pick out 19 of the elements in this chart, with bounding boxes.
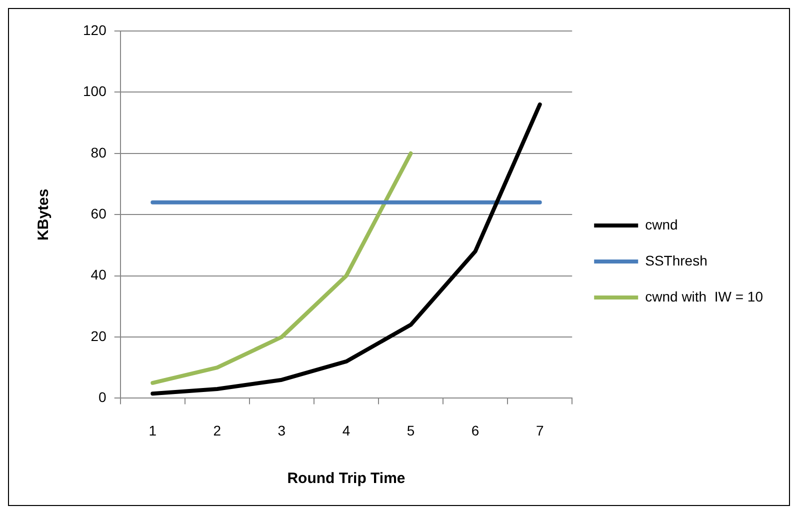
y-tick-label: 100 [83, 83, 107, 100]
legend-label: cwnd [645, 216, 678, 232]
x-tick-label: 6 [471, 422, 480, 438]
x-tick-label: 7 [536, 422, 544, 438]
legend-label: cwnd with IW = 10 [645, 288, 764, 304]
y-tick-label: 40 [90, 266, 107, 283]
legend-label: SSThresh [645, 252, 708, 268]
y-tick-label: 60 [90, 205, 107, 222]
x-tick-label: 1 [148, 422, 157, 438]
x-axis-title: Round Trip Time [287, 470, 406, 488]
x-tick-label: 3 [278, 422, 286, 438]
y-tick-label: 0 [98, 389, 107, 406]
x-tick-label: 4 [342, 422, 350, 438]
y-tick-label: 20 [90, 328, 107, 344]
y-tick-label: 80 [90, 144, 107, 160]
x-tick-label: 5 [406, 422, 415, 438]
x-tick-label: 2 [213, 422, 222, 438]
y-tick-label: 120 [83, 22, 107, 38]
y-axis-title: KBytes [35, 188, 52, 240]
